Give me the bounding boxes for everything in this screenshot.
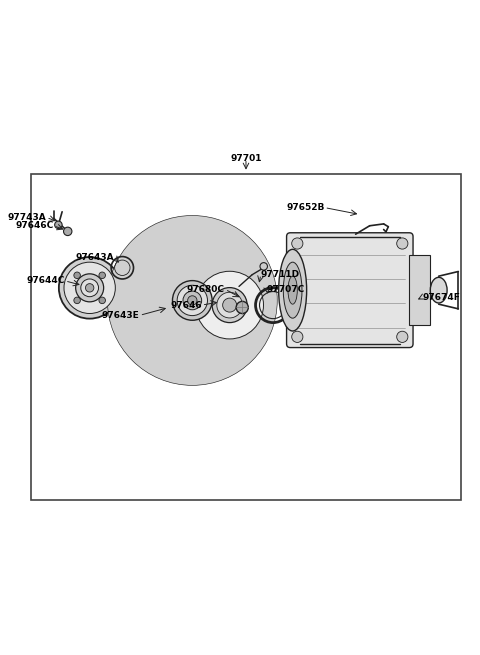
Text: 97644C: 97644C: [26, 276, 65, 286]
Text: 97674F: 97674F: [422, 293, 460, 302]
FancyBboxPatch shape: [409, 255, 430, 325]
Ellipse shape: [177, 286, 207, 316]
Circle shape: [292, 238, 303, 249]
Circle shape: [99, 297, 106, 304]
Ellipse shape: [113, 221, 272, 380]
Ellipse shape: [140, 248, 245, 353]
Circle shape: [292, 331, 303, 343]
Ellipse shape: [59, 257, 120, 318]
FancyBboxPatch shape: [31, 174, 461, 500]
Text: 97643A: 97643A: [76, 253, 114, 262]
Circle shape: [396, 331, 408, 343]
Ellipse shape: [288, 276, 297, 304]
Ellipse shape: [283, 262, 302, 318]
Ellipse shape: [217, 292, 242, 318]
Text: 97711D: 97711D: [261, 270, 300, 279]
Circle shape: [99, 272, 106, 278]
Text: 97643E: 97643E: [102, 311, 140, 320]
Text: 97707C: 97707C: [267, 285, 305, 293]
Ellipse shape: [223, 298, 237, 312]
Ellipse shape: [430, 277, 447, 303]
Text: 97646: 97646: [170, 301, 202, 310]
Circle shape: [74, 297, 80, 304]
Text: 97652B: 97652B: [286, 203, 324, 212]
Ellipse shape: [151, 259, 233, 341]
Ellipse shape: [81, 279, 98, 297]
Ellipse shape: [188, 296, 197, 305]
Ellipse shape: [76, 274, 104, 302]
Ellipse shape: [64, 262, 115, 314]
Ellipse shape: [108, 215, 277, 385]
Circle shape: [260, 263, 267, 270]
Text: 97646C: 97646C: [15, 221, 54, 231]
Circle shape: [396, 238, 408, 249]
Ellipse shape: [120, 228, 264, 373]
Ellipse shape: [147, 255, 238, 346]
Text: 97743A: 97743A: [8, 213, 46, 222]
Text: 97701: 97701: [230, 154, 262, 163]
Ellipse shape: [212, 288, 247, 323]
Ellipse shape: [192, 268, 267, 343]
Ellipse shape: [145, 253, 239, 347]
Ellipse shape: [127, 235, 258, 365]
Ellipse shape: [196, 271, 264, 339]
FancyBboxPatch shape: [287, 233, 413, 348]
Ellipse shape: [85, 284, 94, 292]
Circle shape: [55, 221, 62, 229]
Ellipse shape: [183, 291, 202, 310]
Ellipse shape: [279, 250, 307, 331]
Ellipse shape: [133, 242, 251, 359]
Circle shape: [236, 301, 248, 314]
Circle shape: [63, 227, 72, 236]
Ellipse shape: [172, 280, 212, 320]
Text: 97680C: 97680C: [187, 285, 225, 293]
Circle shape: [74, 272, 80, 278]
